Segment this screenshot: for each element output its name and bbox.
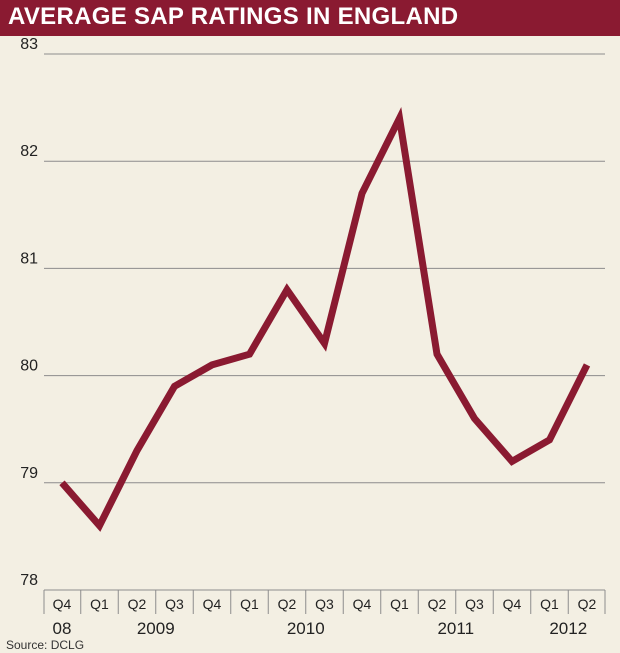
series-layer	[59, 106, 591, 532]
y-tick-label: 80	[20, 358, 38, 375]
y-axis-ticks: 78 79 80 81 82 83	[20, 36, 38, 589]
y-tick-label: 78	[20, 572, 38, 589]
x-tick-label: Q4	[53, 596, 72, 612]
chart-title: AVERAGE SAP RATINGS IN ENGLAND	[8, 3, 459, 30]
x-axis: Q4 Q1 Q2 Q3 Q4 Q1 Q2 Q3 Q4 Q1 Q2 Q3 Q4 Q1 Q2 08 2009 2010…	[43, 590, 606, 636]
x-year-label: 2010	[287, 619, 325, 636]
source-note: Source: DCLG	[6, 638, 85, 652]
x-year-label: 2012	[549, 619, 587, 636]
x-tick-label: Q4	[353, 596, 372, 612]
x-tick-label: Q2	[578, 596, 597, 612]
y-tick-label: 83	[20, 36, 38, 53]
x-tick-label: Q3	[165, 596, 184, 612]
x-tick-label: Q1	[540, 596, 559, 612]
title-bar: AVERAGE SAP RATINGS IN ENGLAND	[0, 0, 620, 36]
y-tick-label: 81	[20, 250, 38, 267]
y-tick-label: 82	[20, 143, 38, 160]
x-year-label: 2009	[137, 619, 175, 636]
x-tick-label: Q1	[240, 596, 259, 612]
gridlines	[44, 53, 605, 591]
x-year-label: 2011	[437, 619, 474, 636]
x-tick-label: Q2	[278, 596, 297, 612]
series-line	[59, 106, 591, 532]
x-year-label: 08	[53, 619, 72, 636]
x-tick-label: Q3	[315, 596, 334, 612]
x-tick-label: Q1	[390, 596, 409, 612]
x-tick-label: Q1	[90, 596, 109, 612]
x-tick-label: Q2	[428, 596, 447, 612]
x-tick-label: Q4	[503, 596, 522, 612]
y-tick-label: 79	[20, 465, 38, 482]
x-tick-label: Q3	[465, 596, 484, 612]
x-tick-label: Q2	[128, 596, 147, 612]
x-tick-label: Q4	[203, 596, 222, 612]
